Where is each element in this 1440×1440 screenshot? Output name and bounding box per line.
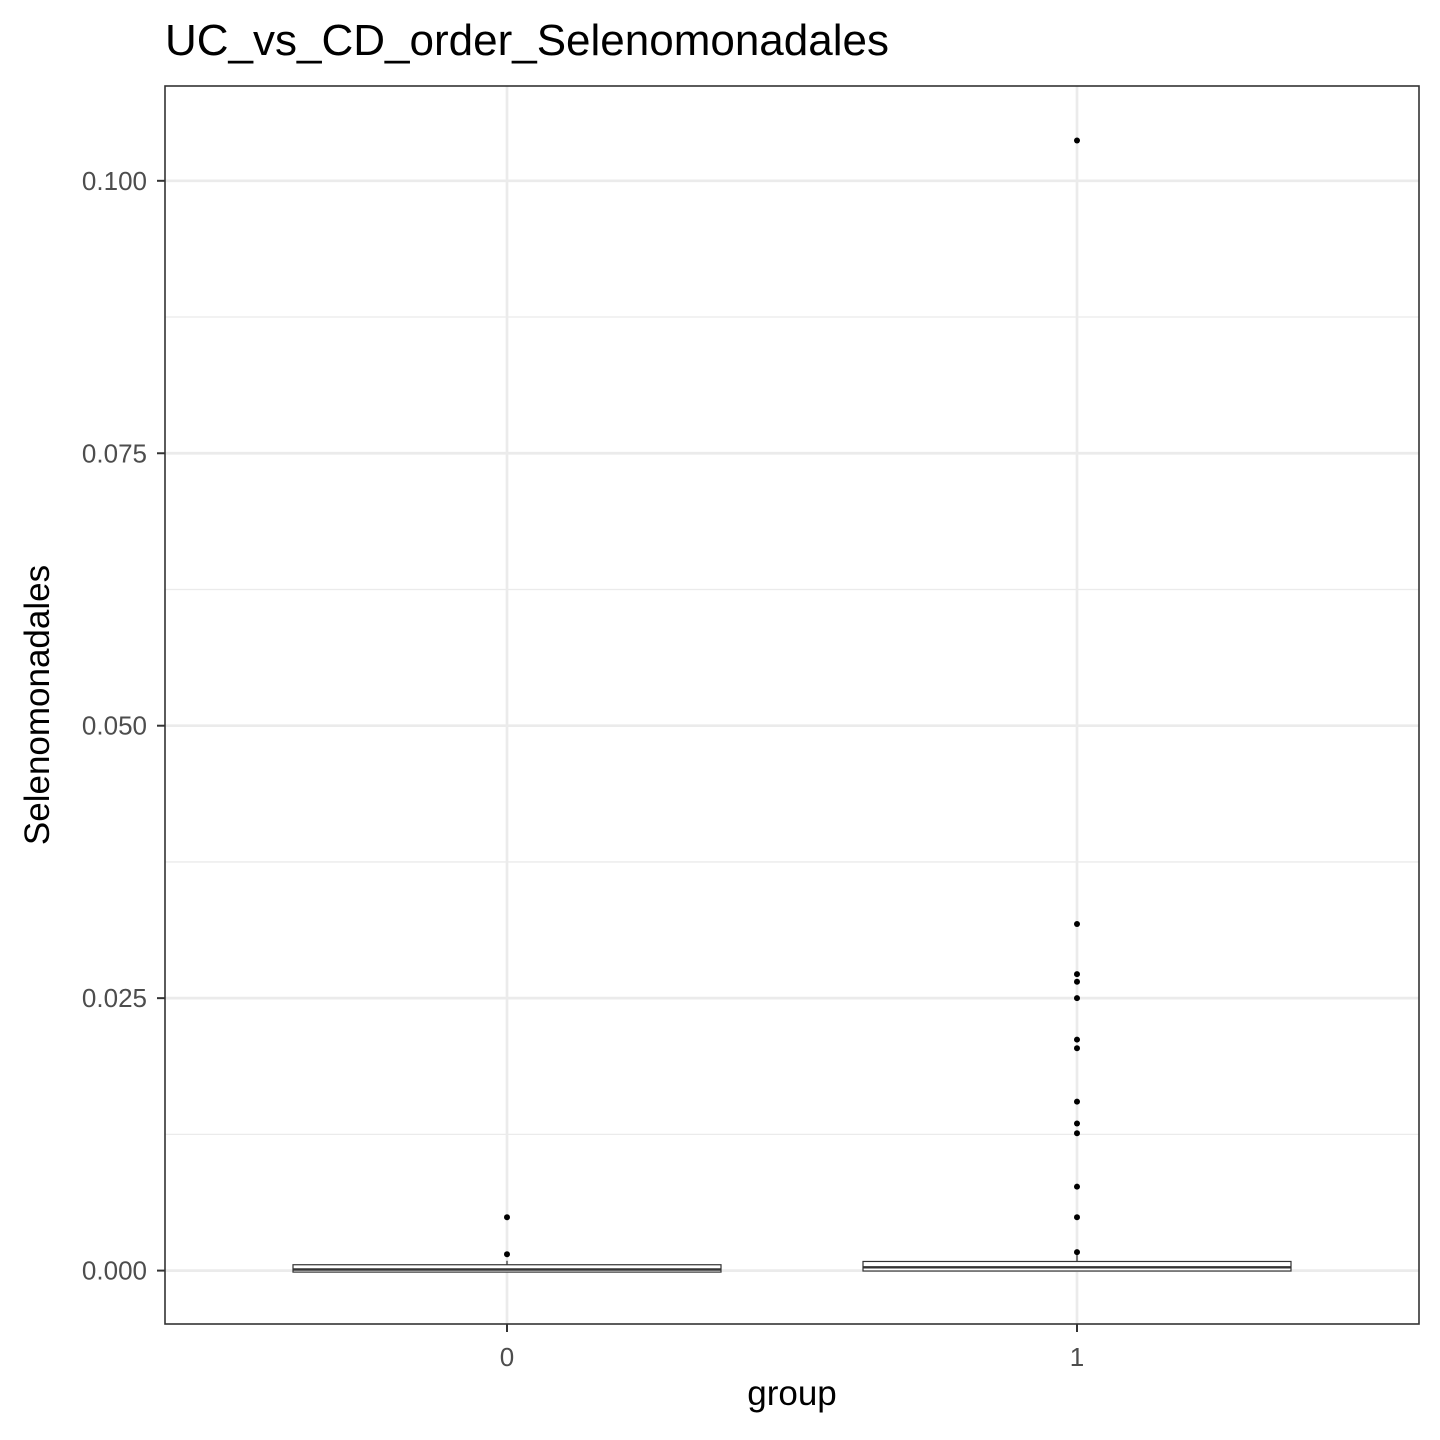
- outlier-point: [504, 1214, 510, 1221]
- outlier-point: [1074, 137, 1080, 144]
- outlier-point: [1074, 1214, 1080, 1221]
- y-tick-label: 0.075: [82, 438, 147, 468]
- outlier-point: [1074, 1183, 1080, 1190]
- outlier-point: [1074, 995, 1080, 1002]
- outlier-point: [1074, 1098, 1080, 1105]
- outlier-point: [1074, 978, 1080, 985]
- x-axis-title: group: [747, 1374, 837, 1413]
- y-tick-label: 0.025: [82, 983, 147, 1013]
- panel-border: [164, 85, 1420, 1325]
- tick-layer: 0.000 0.025 0.050 0.075 0.100 0 1: [82, 166, 1084, 1372]
- x-tick-label: 0: [500, 1342, 514, 1372]
- y-tick-label: 0.100: [82, 166, 147, 196]
- outlier-point: [1074, 1249, 1080, 1256]
- point-layer: [504, 137, 1080, 1258]
- x-tick-label: 1: [1070, 1342, 1084, 1372]
- outlier-point: [504, 1251, 510, 1258]
- box-layer: [292, 1254, 1292, 1273]
- outlier-point: [1074, 921, 1080, 928]
- outlier-point: [1074, 1036, 1080, 1043]
- y-tick-label: 0.000: [82, 1256, 147, 1286]
- outlier-point: [1074, 1130, 1080, 1137]
- outlier-point: [1074, 1120, 1080, 1127]
- y-axis-title: Selenomonadales: [18, 565, 57, 845]
- outlier-point: [1074, 1045, 1080, 1052]
- chart-title: UC_vs_CD_order_Selenomonadales: [165, 16, 889, 65]
- y-tick-label: 0.050: [82, 711, 147, 741]
- outlier-point: [1074, 971, 1080, 978]
